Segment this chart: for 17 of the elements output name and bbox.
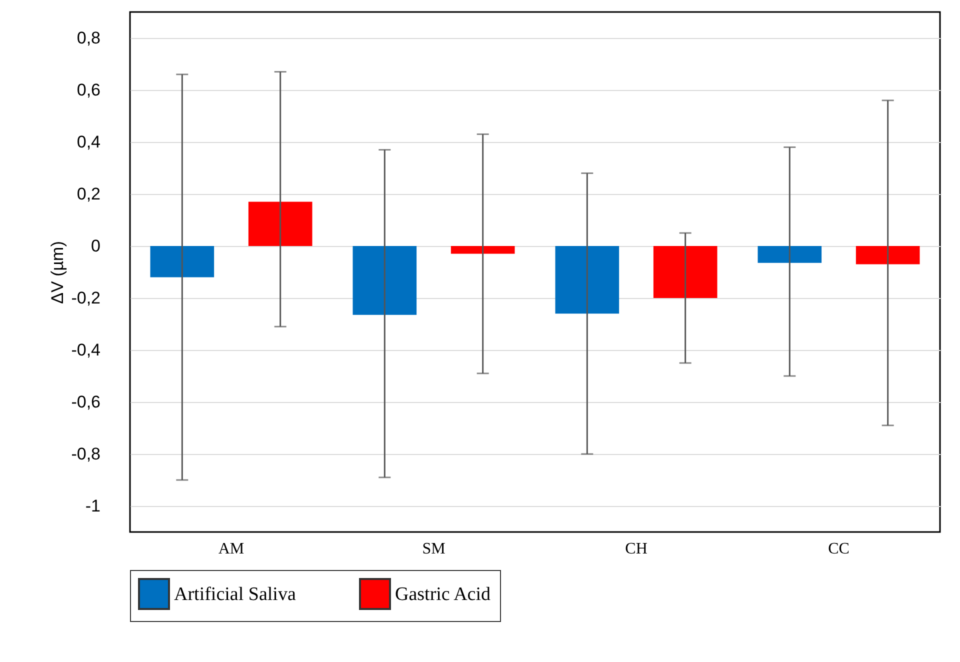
y-tick-label: 0	[91, 236, 100, 256]
legend-label: Gastric Acid	[395, 584, 491, 605]
x-tick-label: CC	[828, 540, 850, 558]
y-tick-label: -0,8	[71, 444, 100, 464]
y-tick-label: 0,8	[76, 28, 100, 48]
y-tick-label: 0,4	[76, 132, 100, 152]
y-tick-label: -0,2	[71, 288, 100, 308]
x-tick-label: AM	[218, 540, 244, 558]
y-tick-label: -0,6	[71, 392, 100, 412]
y-axis-title: ΔV (µm)	[48, 241, 68, 304]
y-tick-label: -1	[85, 496, 100, 516]
x-tick-label: SM	[422, 540, 446, 558]
x-tick-label: CH	[625, 540, 648, 558]
y-tick-label: 0,6	[76, 80, 100, 100]
legend-label: Artificial Saliva	[174, 584, 296, 605]
y-tick-label: 0,2	[76, 184, 100, 204]
y-tick-label: -0,4	[71, 340, 100, 360]
